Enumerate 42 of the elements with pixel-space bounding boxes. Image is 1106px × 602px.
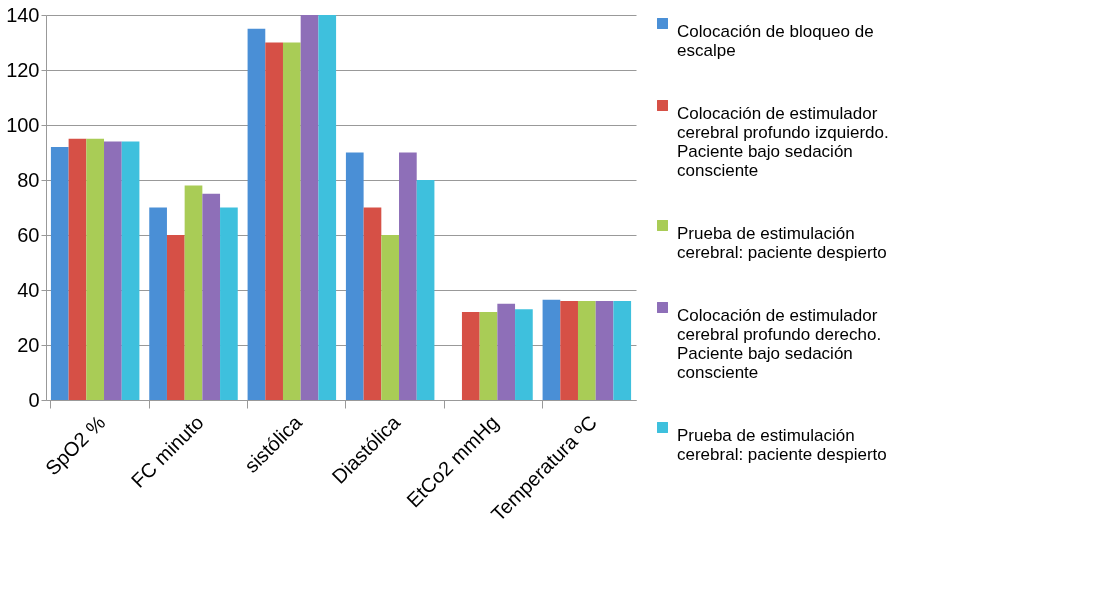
bar (542, 299, 561, 400)
bar (613, 301, 632, 400)
bar (560, 301, 578, 400)
y-tick-label: 0 (28, 388, 40, 411)
bar (50, 147, 69, 400)
bar (461, 312, 480, 400)
y-tick-label: 140 (6, 3, 40, 26)
bar (300, 15, 319, 400)
bar (577, 301, 596, 400)
bar (363, 207, 382, 400)
bar (202, 193, 221, 400)
legend-label: Colocación de estimulador cerebral profundo izquierdo. Paciente bajo sedación consciente (677, 103, 889, 180)
bar (265, 42, 283, 400)
bar (247, 28, 266, 400)
bar (497, 303, 516, 400)
y-tick-label: 40 (17, 278, 40, 301)
y-tick-label: 120 (6, 58, 40, 81)
bar (318, 15, 337, 400)
bar (282, 42, 301, 400)
bar (68, 138, 87, 400)
bar (86, 138, 105, 400)
bar (220, 207, 238, 400)
bar (184, 185, 203, 400)
y-tick-label: 60 (17, 223, 40, 246)
y-tick-label: 80 (17, 168, 40, 191)
bar (166, 235, 185, 400)
legend-label: Colocación de bloqueo de escalpe (677, 21, 874, 60)
legend-label: Prueba de estimulación cerebral: paciente despierto (677, 425, 887, 464)
bar (515, 309, 533, 400)
bar (479, 312, 498, 400)
bar (416, 180, 435, 400)
bar (595, 301, 614, 400)
legend-label: Colocación de estimulador cerebral profundo derecho. Paciente bajo sedación consciente (677, 305, 882, 382)
y-tick-label: 20 (17, 333, 40, 356)
y-tick-label: 100 (6, 113, 40, 136)
legend-label: Prueba de estimulación cerebral: paciente despierto (677, 223, 887, 262)
bar (149, 207, 167, 400)
bar (121, 141, 140, 400)
bar (399, 152, 417, 400)
bar (345, 152, 364, 400)
bar (104, 141, 122, 400)
bar (381, 235, 400, 400)
